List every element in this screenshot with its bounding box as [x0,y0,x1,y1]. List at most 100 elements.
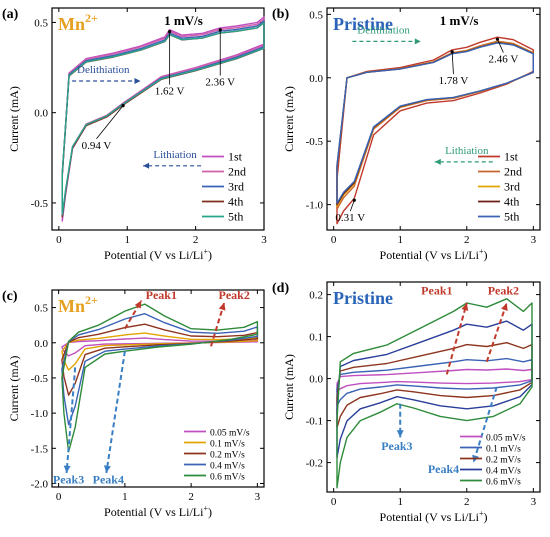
x-tick-label: 3 [531,234,537,246]
peak-arrow-head [501,303,508,311]
legend-entry: 5th [228,210,243,224]
x-tick-label: 1 [124,234,130,246]
series-curve [336,342,533,429]
panel-d: (d) 0 1 2 3 -0.2 -0.1 0.0 0.1 0.2 Potential (V vs … [272,281,541,524]
annotation-label: 1.78 V [439,75,469,87]
peak-arrow-head [461,303,469,311]
annotation-label: Lithiation [153,149,197,161]
x-tick-label: 0 [331,496,337,508]
panel-b: (b) 0 1 2 3 -1.0 -0.5 0.0 0.5 Potential (V vs Li/… [272,7,541,262]
panel-title: Pristine [333,288,393,308]
legend-entry: 4th [228,195,243,209]
annotation-label: Peak2 [488,284,519,298]
x-axis-label: Potential (V vs Li/Li+) [380,247,488,262]
annotation-pointer [96,105,124,140]
x-tick-label: 0 [56,234,62,246]
panel-label: (c) [2,289,18,304]
peak-arrow-head [218,302,226,311]
legend-entry: 2nd [228,165,246,179]
annotation-label: Peak4 [428,462,459,476]
annotation-pointer-head [495,37,499,41]
legend-entry: 0.1 mV/s [210,440,245,450]
peak-arrow [485,302,508,363]
legend-entry: 0.2 mV/s [486,456,521,466]
annotation-label: Peak1 [146,288,177,302]
scan-rate-label: 1 mV/s [440,13,479,28]
annotation-label: Peak3 [53,472,84,486]
y-tick-label: -2.0 [31,478,49,490]
x-tick-label: 2 [193,234,199,246]
series-curve [336,320,533,458]
y-tick-label: -0.1 [306,416,323,428]
y-tick-label: 0.5 [34,17,48,29]
legend-entry: 3rd [228,180,244,194]
direction-arrow-head [434,158,441,165]
axes-frame [326,7,541,231]
peak-arrow [65,367,77,474]
y-axis-label: Current (mA) [7,356,21,422]
series-curve [61,313,259,426]
direction-arrow-head [134,77,141,84]
y-tick-label: 0.0 [34,108,48,120]
x-axis-label: Potential (V vs Li/Li+) [104,247,212,262]
x-tick-label: 3 [261,234,267,246]
annotation-label: Lithiation [445,145,489,157]
annotation-label: Peak3 [381,439,412,453]
peak-arrow-head [103,465,111,473]
legend-entry: 0.6 mV/s [486,478,521,488]
series-curve [336,42,534,204]
series-curve [61,303,259,453]
x-tick-label: 1 [397,234,403,246]
legend-entry: 0.05 mV/s [486,434,526,444]
annotation-pointer [349,200,355,212]
panel-label: (d) [272,281,289,296]
annotation-label: Peak4 [93,472,124,486]
legend-entry: 0.1 mV/s [486,445,521,455]
series-curve [336,368,533,393]
y-tick-label: -1.0 [31,408,49,420]
annotation-label: Delithiation [357,24,410,36]
panel-title: Mn2+ [58,293,98,316]
annotation-label: 0.94 V [82,140,112,152]
direction-arrow-head [143,162,150,169]
axes-frame [51,289,265,488]
direction-arrow-head [414,38,421,45]
peak-arrow-head [396,430,404,438]
annotation-label: 2.46 V [489,54,519,66]
x-tick-label: 0 [331,234,337,246]
panel-c: (c) 0 1 2 3 -2.0 -1.5 -1.0 -0.5 0.0 0.5 Potential (… [2,288,265,519]
peak-arrow-head [134,300,142,309]
peak-arrow-head [63,465,71,473]
axes-frame [326,281,541,493]
y-tick-label: -1.0 [306,200,324,212]
y-axis-label: Current (mA) [282,86,296,152]
axes-frame [51,7,265,231]
annotation-pointer [451,51,454,75]
legend-entry: 3rd [504,180,520,194]
annotation-label: Peak2 [219,288,250,302]
series-curve [336,298,533,489]
annotation-pointer-head [450,50,454,54]
annotation-pointer [497,39,504,53]
x-tick-label: 2 [464,496,470,508]
y-tick-label: -1.5 [31,443,49,455]
y-tick-label: -0.5 [31,198,49,210]
series-curve [336,357,533,407]
y-tick-label: 0.0 [34,338,48,350]
y-tick-label: -0.2 [306,458,323,470]
y-axis-label: Current (mA) [282,354,296,420]
panel-a: (a) 0 1 2 3 -0.5 0.0 0.5 Potential (V vs Li/Li+)… [2,7,267,262]
annotation-label: 1.62 V [155,86,185,98]
x-tick-label: 0 [56,491,62,503]
y-tick-label: 0.5 [34,303,48,315]
scan-rate-label: 1 mV/s [164,13,203,28]
x-tick-label: 2 [464,234,470,246]
legend-entry: 5th [504,210,519,224]
annotation-label: Delithiation [77,64,130,76]
y-tick-label: 0.2 [309,290,323,302]
x-axis-label: Potential (V vs Li/Li+) [104,504,212,519]
x-tick-label: 3 [531,496,537,508]
legend-entry: 0.6 mV/s [210,473,245,483]
annotation-pointer-head [121,104,125,108]
annotation-label: 0.31 V [335,212,365,224]
